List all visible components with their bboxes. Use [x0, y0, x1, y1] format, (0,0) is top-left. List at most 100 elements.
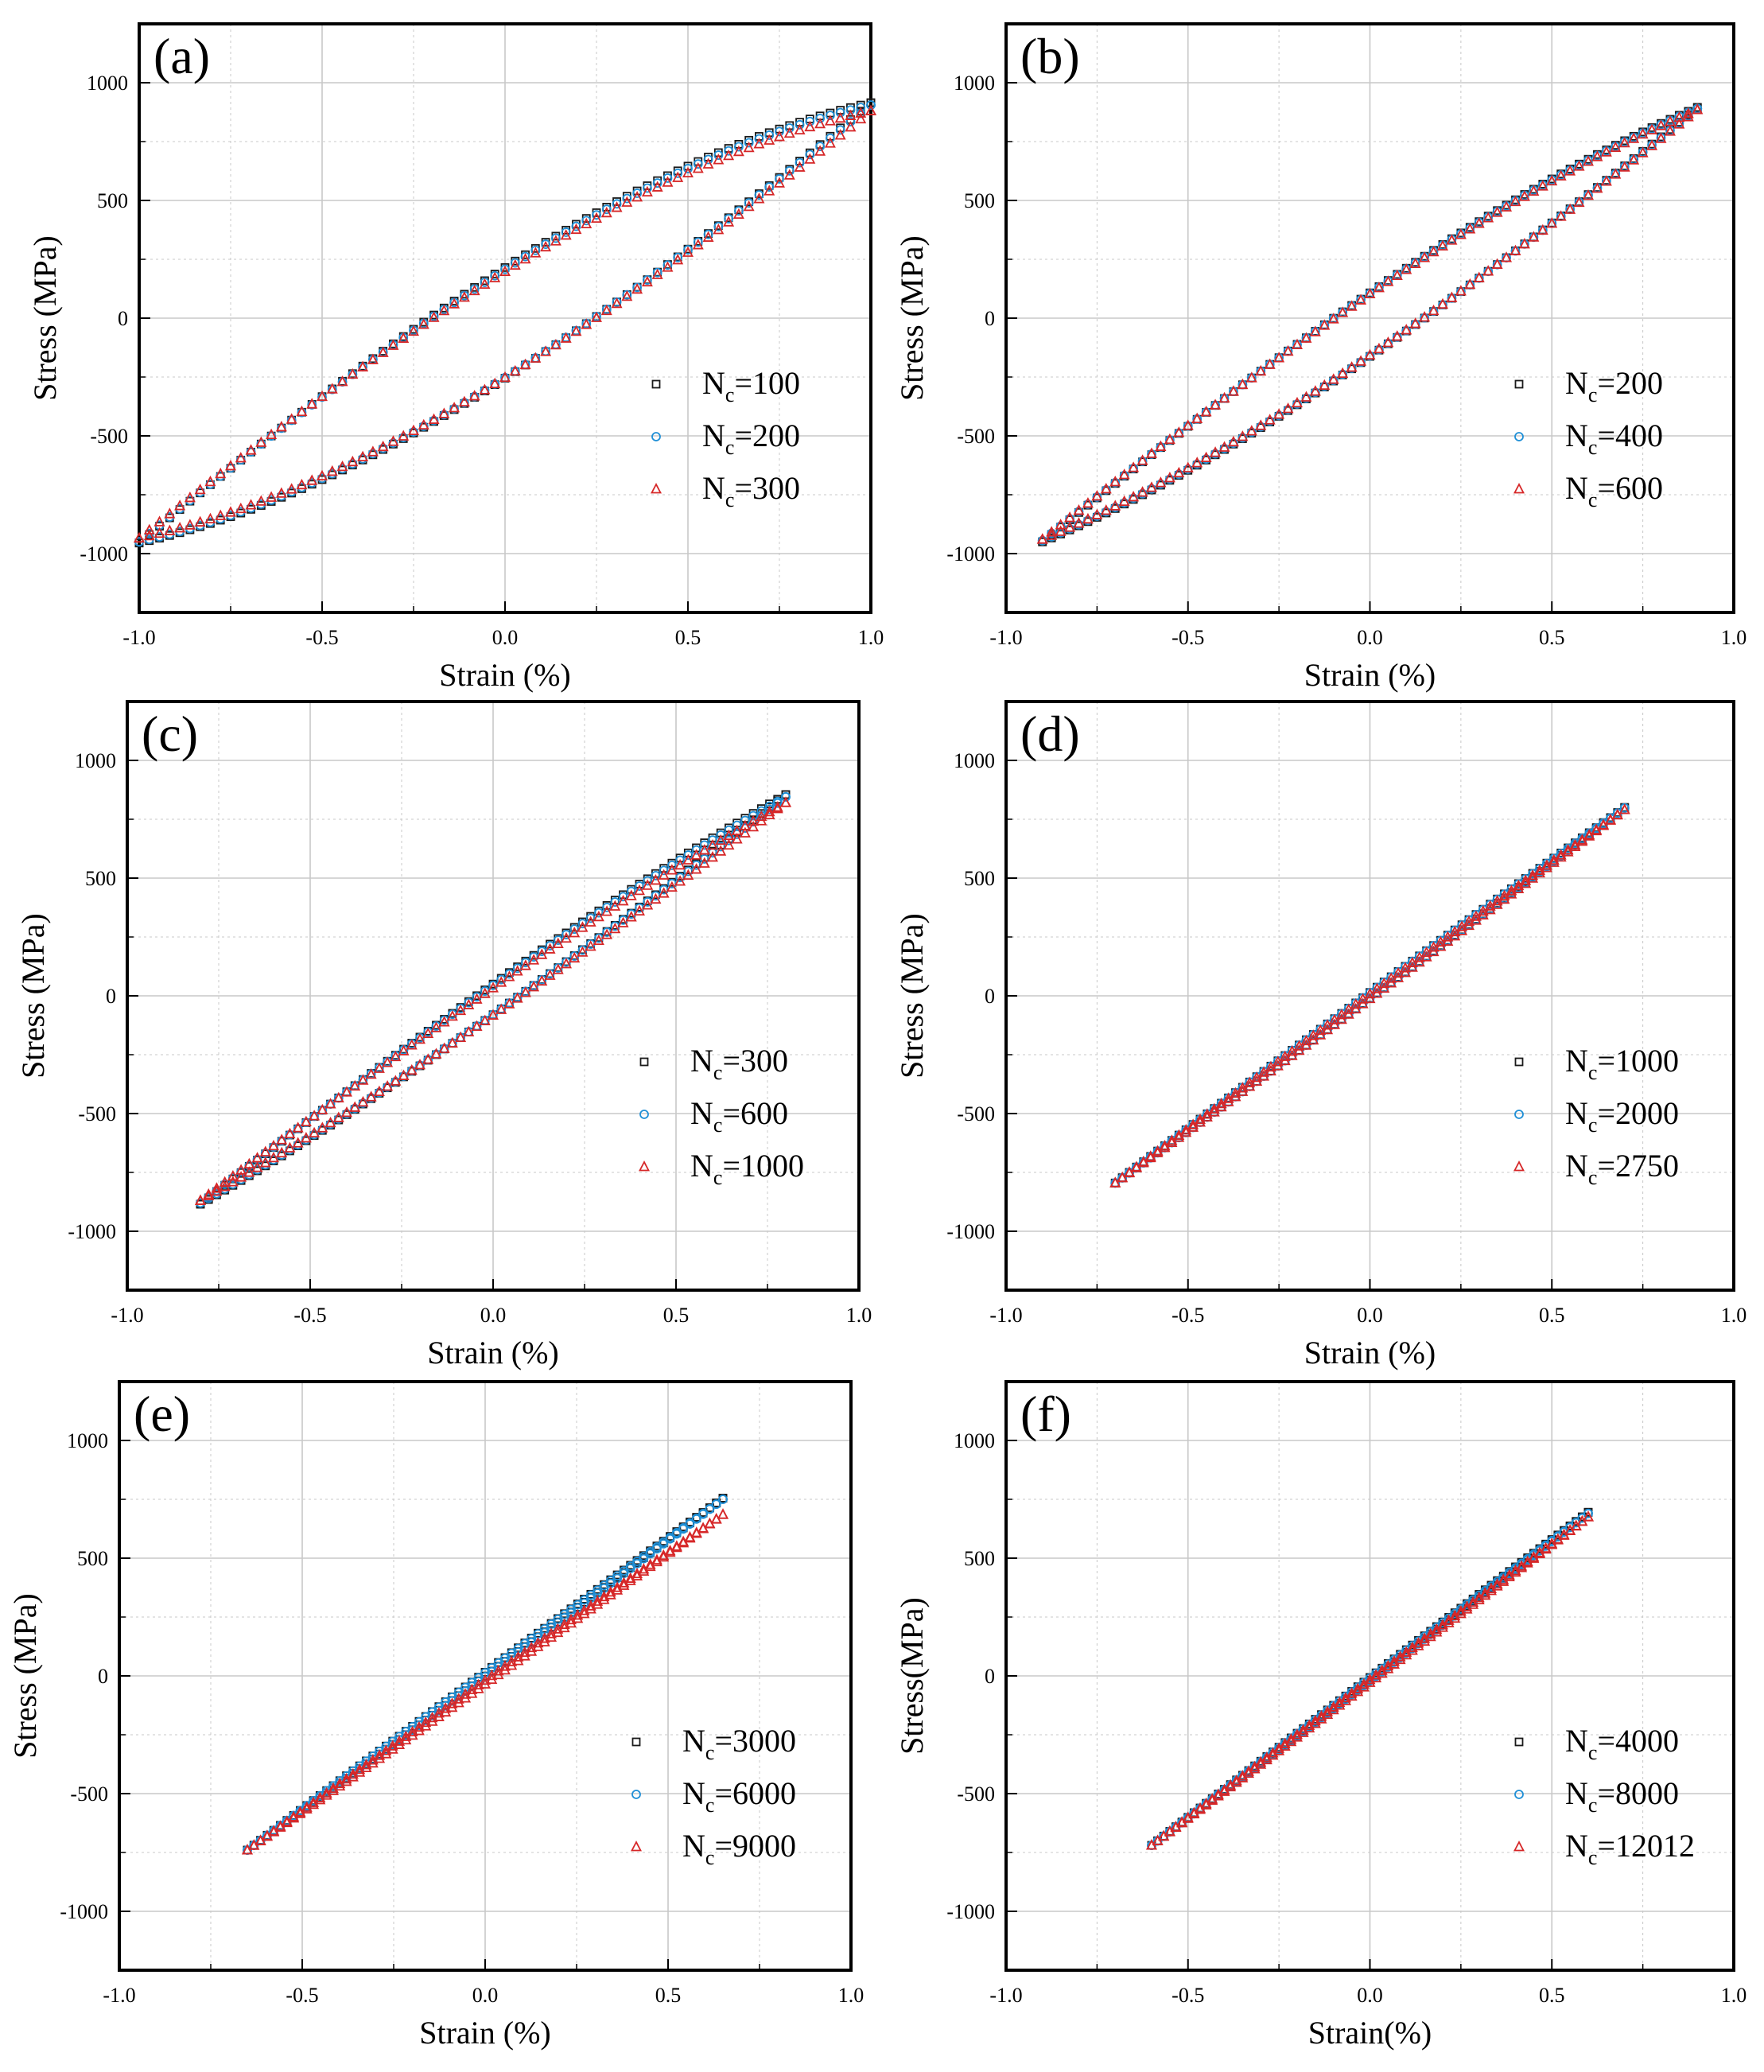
data-point: [1646, 123, 1658, 134]
data-point: [219, 1176, 231, 1187]
data-point: [723, 216, 735, 227]
data-point: [266, 431, 277, 441]
data-point: [1506, 888, 1517, 899]
legend-value: =9000: [714, 1828, 796, 1864]
data-point: [1564, 203, 1576, 214]
data-point: [591, 212, 602, 224]
data-point: [705, 1504, 715, 1514]
data-point: [626, 886, 636, 896]
data-point: [1528, 231, 1540, 242]
legend-marker: [631, 1841, 642, 1852]
data-point: [581, 217, 593, 229]
legend-subscript: c: [725, 383, 735, 406]
data-point: [408, 325, 419, 336]
data-point: [652, 1544, 662, 1554]
y-tick-label: 500: [964, 189, 995, 212]
data-point: [463, 1025, 475, 1037]
data-point: [666, 881, 678, 892]
data-point: [1183, 465, 1193, 474]
data-point: [600, 206, 612, 218]
y-tick-label: 500: [964, 1547, 995, 1570]
data-point: [1265, 1060, 1276, 1072]
data-point: [815, 142, 826, 151]
legend-label: Nc=300: [690, 1043, 788, 1084]
y-tick-label: -1000: [68, 1220, 116, 1243]
data-point: [333, 1114, 344, 1124]
y-tick-label: 500: [77, 1547, 108, 1570]
data-point: [805, 150, 815, 160]
data-point: [430, 1021, 442, 1032]
data-point: [1301, 393, 1311, 403]
data-point: [1455, 228, 1467, 239]
data-point: [463, 998, 475, 1009]
gridlines: [138, 23, 872, 613]
data-point: [550, 235, 561, 246]
data-point: [324, 1116, 336, 1128]
data-point: [1335, 1009, 1347, 1020]
panel-label: (f): [1020, 1386, 1071, 1442]
data-point: [259, 1145, 271, 1157]
data-point: [1152, 1146, 1164, 1157]
legend-symbol: N: [1565, 365, 1588, 401]
legend-subscript: c: [725, 488, 735, 511]
data-point: [1137, 488, 1148, 499]
legend-label: Nc=6000: [682, 1775, 796, 1817]
legend-marker: [651, 432, 661, 441]
data-point: [1109, 476, 1121, 487]
legend-value: =300: [722, 1043, 788, 1079]
legend-marker: [1514, 1737, 1524, 1747]
data-point: [733, 206, 744, 216]
data-point: [577, 921, 589, 932]
legend-symbol: N: [702, 418, 725, 453]
data-point: [194, 515, 206, 527]
data-point: [296, 405, 308, 417]
data-point: [1101, 484, 1111, 495]
data-point: [317, 1103, 328, 1115]
data-point: [1074, 507, 1084, 517]
data-point: [1327, 373, 1339, 384]
data-point: [1195, 1113, 1206, 1125]
data-point: [530, 245, 541, 255]
data-point: [1118, 468, 1130, 480]
data-point: [143, 523, 155, 535]
data-point: [1610, 168, 1622, 179]
data-point: [1583, 830, 1595, 841]
chart-panel-f: -1.0 -0.5 0.0 0.5 1.0 -1000 -500 0 500 1000 Strain…: [894, 1380, 1747, 2051]
x-tick-label: 0.0: [492, 626, 519, 649]
data-point: [453, 1687, 464, 1697]
x-tick-label: -1.0: [989, 1304, 1022, 1327]
data-point: [748, 820, 760, 832]
data-point: [409, 427, 418, 437]
data-point: [783, 126, 795, 138]
data-point: [357, 1095, 369, 1107]
data-point: [1258, 1070, 1270, 1081]
data-point: [530, 352, 542, 363]
data-point: [711, 1499, 721, 1510]
data-point: [495, 976, 507, 987]
data-point: [1279, 1050, 1291, 1061]
data-point: [377, 346, 389, 357]
data-point: [658, 869, 670, 880]
data-point: [306, 474, 318, 485]
data-point: [764, 130, 775, 140]
legend-subscript: c: [725, 436, 735, 459]
data-point: [1420, 946, 1432, 958]
data-point: [1237, 1082, 1249, 1093]
legend-value: =600: [722, 1095, 788, 1131]
data-point: [855, 112, 867, 124]
data-point: [1610, 141, 1622, 152]
data-point: [1265, 1064, 1276, 1076]
legend-symbol: N: [1565, 1723, 1588, 1759]
legend-marker: [1513, 1841, 1525, 1852]
data-point: [276, 1133, 288, 1145]
legend-subscript: c: [713, 1061, 723, 1084]
data-point: [1637, 146, 1649, 157]
data-point: [593, 934, 604, 946]
legend-value: =200: [734, 418, 800, 453]
legend-subscript: c: [1588, 1794, 1598, 1817]
y-axis-title: Stress (MPa): [894, 235, 930, 401]
data-point: [771, 803, 783, 814]
data-point: [599, 1580, 609, 1591]
data-point: [690, 849, 702, 860]
data-point: [1555, 210, 1567, 221]
